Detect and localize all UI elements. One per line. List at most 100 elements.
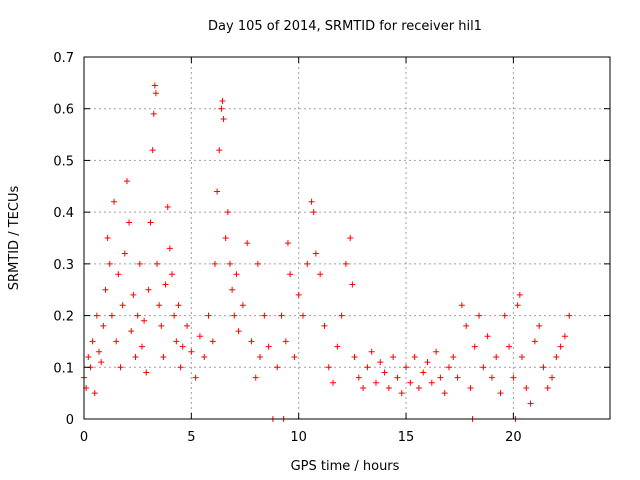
data-point xyxy=(257,353,264,360)
data-point xyxy=(121,250,128,257)
x-tick-label: 15 xyxy=(398,430,415,445)
data-point xyxy=(531,338,538,345)
y-tick-label: 0 xyxy=(66,413,74,428)
data-point xyxy=(220,116,227,123)
y-tick-label: 0.6 xyxy=(53,103,74,118)
data-point xyxy=(162,281,169,288)
data-point xyxy=(226,260,233,267)
data-point xyxy=(130,291,137,298)
data-point xyxy=(372,379,379,386)
x-axis-label: GPS time / hours xyxy=(291,459,400,474)
data-point xyxy=(177,364,184,371)
data-point xyxy=(467,384,474,391)
data-point xyxy=(151,82,158,89)
data-point xyxy=(211,260,218,267)
data-point xyxy=(150,110,157,117)
data-point xyxy=(553,353,560,360)
data-point xyxy=(224,209,231,216)
data-point xyxy=(497,390,504,397)
y-tick-label: 0.1 xyxy=(53,361,74,376)
data-point xyxy=(299,312,306,319)
data-point xyxy=(188,348,195,355)
data-point xyxy=(321,322,328,329)
data-point xyxy=(145,286,152,293)
data-point xyxy=(132,353,139,360)
data-point xyxy=(152,90,159,97)
data-point xyxy=(342,260,349,267)
y-tick-label: 0.3 xyxy=(53,258,74,273)
data-point xyxy=(493,353,500,360)
data-point xyxy=(248,338,255,345)
data-point xyxy=(171,312,178,319)
data-point xyxy=(454,374,461,381)
data-point xyxy=(476,312,483,319)
data-point xyxy=(196,333,203,340)
data-point xyxy=(218,105,225,112)
data-point xyxy=(330,379,337,386)
data-point xyxy=(214,188,221,195)
data-point xyxy=(100,322,107,329)
data-point xyxy=(123,178,130,185)
x-tick-label: 10 xyxy=(290,430,307,445)
data-point xyxy=(111,198,118,205)
data-point xyxy=(117,364,124,371)
chart-title: Day 105 of 2014, SRMTID for receiver hil… xyxy=(208,19,482,34)
data-point xyxy=(160,353,167,360)
data-point xyxy=(561,333,568,340)
data-point xyxy=(278,312,285,319)
data-point xyxy=(261,312,268,319)
data-point xyxy=(510,374,517,381)
y-axis-label: SRMTID / TECUs xyxy=(7,186,22,291)
data-point xyxy=(450,353,457,360)
data-point xyxy=(173,338,180,345)
data-point xyxy=(149,147,156,154)
data-point xyxy=(252,374,259,381)
data-point xyxy=(164,203,171,210)
data-point xyxy=(216,147,223,154)
data-point xyxy=(233,271,240,278)
data-point xyxy=(205,312,212,319)
data-point xyxy=(113,338,120,345)
data-point xyxy=(518,353,525,360)
data-point xyxy=(480,364,487,371)
data-point xyxy=(141,317,148,324)
data-point xyxy=(381,369,388,376)
data-point xyxy=(108,312,115,319)
data-point xyxy=(96,348,103,355)
data-point xyxy=(284,240,291,247)
data-point xyxy=(106,260,113,267)
data-point xyxy=(368,348,375,355)
data-point xyxy=(274,364,281,371)
data-point xyxy=(338,312,345,319)
data-point xyxy=(407,379,414,386)
data-point xyxy=(91,390,98,397)
data-point xyxy=(93,312,100,319)
data-point xyxy=(153,260,160,267)
data-point xyxy=(415,384,422,391)
data-point xyxy=(523,384,530,391)
data-point xyxy=(441,390,448,397)
data-point xyxy=(540,364,547,371)
data-point xyxy=(516,291,523,298)
data-point xyxy=(235,328,242,335)
data-point xyxy=(138,343,145,350)
data-point xyxy=(463,322,470,329)
data-point xyxy=(166,245,173,252)
data-point xyxy=(219,97,226,104)
data-point xyxy=(265,343,272,350)
data-points xyxy=(81,82,573,422)
data-point xyxy=(424,359,431,366)
data-point xyxy=(102,286,109,293)
data-point xyxy=(143,369,150,376)
data-point xyxy=(287,271,294,278)
data-point xyxy=(390,353,397,360)
data-point xyxy=(282,338,289,345)
data-point xyxy=(156,302,163,309)
data-point xyxy=(536,322,543,329)
data-point xyxy=(169,271,176,278)
data-point xyxy=(179,343,186,350)
data-point xyxy=(334,343,341,350)
data-point xyxy=(184,322,191,329)
data-point xyxy=(394,374,401,381)
